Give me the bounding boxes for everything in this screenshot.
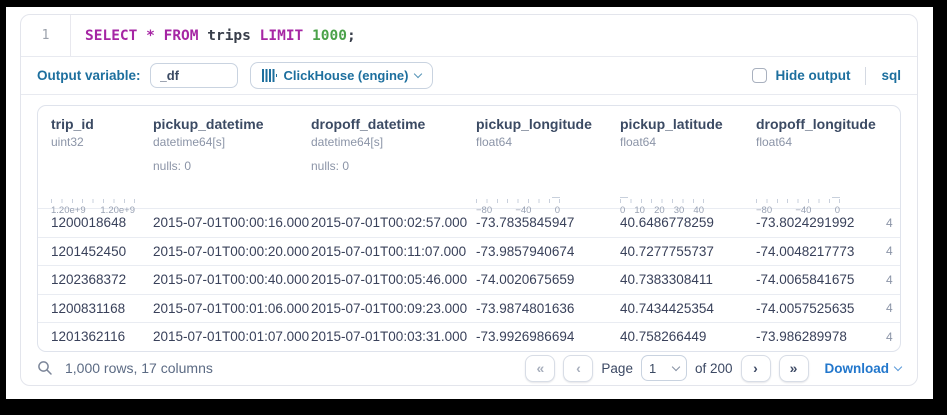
sql-token: SELECT <box>85 27 138 44</box>
search-icon[interactable] <box>37 360 53 376</box>
histogram-dropoff-longitude: −80 −40 0 <box>756 158 884 216</box>
engine-label: ClickHouse (engine) <box>283 68 409 83</box>
download-label: Download <box>824 360 890 376</box>
histogram-trip-id: 1.20e+9 1.20e+9 <box>51 158 140 216</box>
hide-output-checkbox[interactable] <box>751 68 767 83</box>
column-header-clipped <box>884 116 900 208</box>
output-variable-input[interactable] <box>149 63 238 88</box>
pagination: « ‹ Page 1 of 200 › » <box>525 354 809 382</box>
histogram-pickup-latitude: 0 10 20 30 40 <box>620 158 743 216</box>
options-row: Output variable: ClickHouse (engine) Hid… <box>21 57 917 94</box>
total-pages-label: of 200 <box>694 360 733 376</box>
column-header-dropoff-longitude[interactable]: dropoff_longitude float64 −80 −40 0 <box>743 116 884 216</box>
page-number-value: 1 <box>648 360 657 376</box>
column-header-pickup-datetime[interactable]: pickup_datetime datetime64[s] nulls: 0 <box>140 116 298 208</box>
clipped-cell: 4 <box>886 244 893 259</box>
column-header-trip-id[interactable]: trip_id uint32 1.20e+9 1.20e+9 <box>38 116 140 216</box>
result-footer: 1,000 rows, 17 columns « ‹ Page 1 of 200… <box>21 352 917 386</box>
line-number: 1 <box>21 15 71 56</box>
sql-token: ; <box>346 27 356 44</box>
table-row[interactable]: 1201362116 2015-07-01T00:01:07.000 2015-… <box>38 322 900 351</box>
chevron-down-icon <box>893 362 903 371</box>
sql-token: LIMIT <box>259 27 304 44</box>
clickhouse-icon <box>261 69 277 82</box>
column-header-dropoff-datetime[interactable]: dropoff_datetime datetime64[s] nulls: 0 <box>298 116 463 208</box>
chevron-down-icon <box>671 362 681 371</box>
code-editor-row: 1 SELECT * FROM trips LIMIT 1000; <box>21 15 917 56</box>
divider <box>865 66 867 85</box>
nulls-count: nulls: 0 <box>311 159 350 173</box>
clipped-cell: 4 <box>886 272 893 287</box>
output-area: trip_id uint32 1.20e+9 1.20e+9 picku <box>21 95 917 352</box>
clipped-cell: 4 <box>886 215 893 230</box>
histogram-pickup-longitude: −80 −40 0 <box>476 158 607 216</box>
last-page-button[interactable]: » <box>778 354 809 382</box>
app-page: 1 SELECT * FROM trips LIMIT 1000; Output… <box>6 7 933 399</box>
histogram-axis-ticks <box>51 199 135 203</box>
table-row[interactable]: 1200018648 2015-07-01T00:00:16.000 2015-… <box>38 208 900 237</box>
output-variable-label: Output variable: <box>37 68 141 83</box>
clipped-cell: 4 <box>886 301 893 316</box>
table-row[interactable]: 1201452450 2015-07-01T00:00:20.000 2015-… <box>38 236 900 266</box>
sql-token: * <box>137 27 164 44</box>
page-number-select[interactable]: 1 <box>640 355 687 382</box>
chevron-down-icon <box>414 69 423 79</box>
column-header-pickup-longitude[interactable]: pickup_longitude float64 −80 −40 0 <box>463 116 607 216</box>
sql-token: FROM <box>163 27 199 44</box>
divider <box>21 94 917 95</box>
download-button[interactable]: Download <box>824 360 903 376</box>
language-badge[interactable]: sql <box>881 68 901 83</box>
nulls-count: nulls: 0 <box>153 159 192 173</box>
divider <box>21 56 917 57</box>
prev-page-button[interactable]: ‹ <box>563 354 594 382</box>
table-row[interactable]: 1202368372 2015-07-01T00:00:40.000 2015-… <box>38 265 900 294</box>
column-header-pickup-latitude[interactable]: pickup_latitude float64 0 10 20 30 40 <box>607 116 743 216</box>
histogram-axis-ticks <box>620 199 704 203</box>
table-header-row: trip_id uint32 1.20e+9 1.20e+9 picku <box>38 106 900 216</box>
first-page-button[interactable]: « <box>525 354 556 382</box>
sql-token: trips <box>198 27 260 44</box>
sql-cell-card: 1 SELECT * FROM trips LIMIT 1000; Output… <box>20 14 918 386</box>
engine-selector[interactable]: ClickHouse (engine) <box>249 62 434 89</box>
table-row[interactable]: 1200831168 2015-07-01T00:01:06.000 2015-… <box>38 293 900 323</box>
sql-token: 1000 <box>303 27 347 44</box>
page-label: Page <box>601 360 633 376</box>
sql-code-line[interactable]: SELECT * FROM trips LIMIT 1000; <box>71 28 356 44</box>
hide-output-label: Hide output <box>775 68 851 83</box>
clipped-cell: 4 <box>886 329 893 344</box>
histogram-axis-ticks <box>476 199 560 203</box>
histogram-axis-ticks <box>756 199 840 203</box>
result-table: trip_id uint32 1.20e+9 1.20e+9 picku <box>37 105 901 352</box>
rows-columns-summary: 1,000 rows, 17 columns <box>65 360 213 377</box>
next-page-button[interactable]: › <box>740 354 771 382</box>
